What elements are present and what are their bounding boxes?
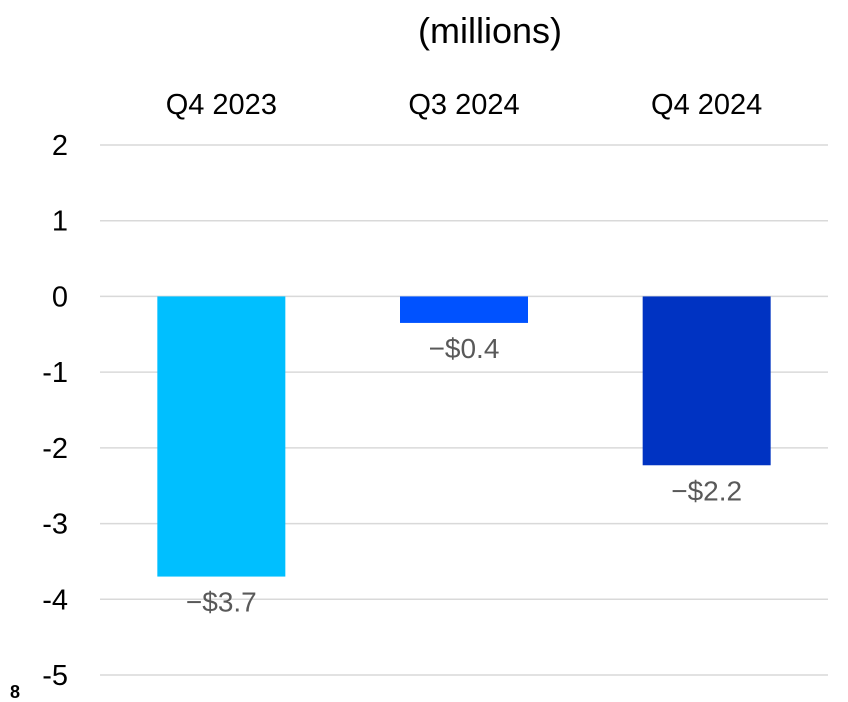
y-tick-label: -1 bbox=[42, 357, 68, 389]
bar bbox=[157, 296, 286, 577]
category-label: Q4 2024 bbox=[651, 89, 762, 121]
data-label: −$3.7 bbox=[186, 587, 257, 618]
y-tick-label: -2 bbox=[42, 433, 68, 465]
bar bbox=[400, 296, 528, 323]
y-tick-label: 2 bbox=[52, 130, 68, 162]
bars bbox=[157, 296, 771, 577]
y-tick-label: -5 bbox=[42, 660, 68, 692]
y-tick-label: 1 bbox=[52, 206, 68, 238]
category-label: Q4 2023 bbox=[166, 89, 277, 121]
data-label: −$2.2 bbox=[671, 475, 742, 506]
chart-subtitle: (millions) bbox=[418, 10, 562, 51]
y-tick-label: 0 bbox=[52, 281, 68, 313]
category-labels: Q4 2023 Q3 2024 Q4 2024 bbox=[166, 89, 763, 121]
y-axis-ticks: 2 1 0 -1 -2 -3 -4 -5 bbox=[42, 130, 68, 692]
data-labels: −$3.7 −$0.4 −$2.2 bbox=[186, 333, 742, 618]
y-tick-label: -3 bbox=[42, 509, 68, 541]
y-tick-label: -4 bbox=[42, 584, 68, 616]
page-number: 8 bbox=[10, 682, 20, 702]
bar bbox=[642, 296, 771, 466]
category-label: Q3 2024 bbox=[408, 89, 519, 121]
data-label: −$0.4 bbox=[429, 333, 500, 364]
